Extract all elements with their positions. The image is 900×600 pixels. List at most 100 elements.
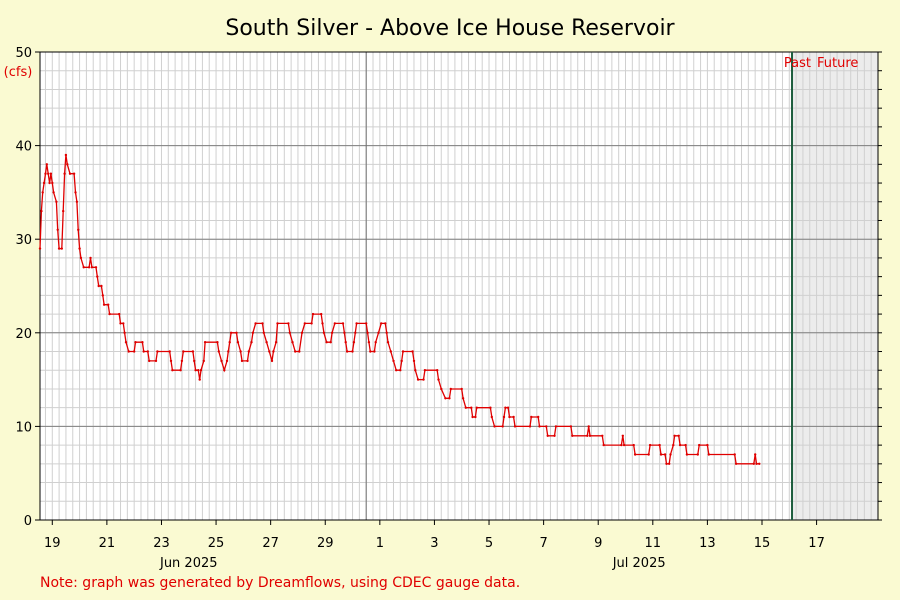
data-point <box>169 359 173 363</box>
x-tick-label: 17 <box>808 536 825 551</box>
data-point <box>216 341 219 344</box>
data-point <box>63 172 66 175</box>
data-point <box>148 359 151 363</box>
data-point <box>658 443 661 447</box>
data-point <box>436 369 439 372</box>
data-point <box>225 359 229 363</box>
chart-title: South Silver - Above Ice House Reservoir <box>225 16 675 41</box>
data-point <box>60 247 63 250</box>
data-point <box>262 331 265 334</box>
data-point <box>601 434 604 437</box>
data-point <box>367 341 371 344</box>
data-point <box>528 425 532 428</box>
data-point <box>198 378 201 381</box>
x-tick-label: 19 <box>44 536 61 551</box>
data-point <box>247 350 250 353</box>
data-point <box>171 369 174 372</box>
data-point <box>203 341 207 344</box>
data-point <box>344 341 347 344</box>
data-point <box>352 341 356 344</box>
data-point <box>377 331 380 334</box>
data-point <box>647 453 650 456</box>
data-point <box>633 453 637 456</box>
data-point <box>632 443 635 447</box>
data-point <box>373 350 376 353</box>
data-point <box>223 369 226 372</box>
data-point <box>386 341 390 344</box>
data-point <box>44 172 47 175</box>
x-tick-label: 7 <box>539 536 547 551</box>
data-point <box>345 350 349 353</box>
data-point <box>40 209 43 213</box>
data-point <box>672 443 675 447</box>
data-point <box>471 415 474 419</box>
data-point <box>668 462 671 465</box>
data-point <box>268 350 271 353</box>
data-point <box>182 350 185 353</box>
data-point <box>734 462 738 465</box>
data-point <box>461 397 465 400</box>
data-point <box>733 453 736 456</box>
data-point <box>133 350 136 353</box>
data-point <box>395 369 398 372</box>
x-tick-label: 23 <box>153 536 170 551</box>
data-point <box>490 415 493 419</box>
data-point <box>156 350 159 353</box>
data-point <box>665 462 668 465</box>
x-tick-label: 25 <box>208 536 225 551</box>
data-point <box>146 350 149 353</box>
data-point <box>440 387 443 391</box>
data-point <box>239 350 242 353</box>
data-point <box>45 163 48 166</box>
data-point <box>57 247 61 250</box>
data-point <box>512 415 515 419</box>
data-point <box>191 350 195 353</box>
data-point <box>437 378 440 381</box>
data-point <box>228 341 231 344</box>
x-month-label: Jun 2025 <box>159 556 218 571</box>
data-point <box>553 434 556 437</box>
data-point <box>696 453 699 456</box>
data-point <box>300 331 304 334</box>
y-tick-label: 30 <box>15 233 32 248</box>
data-point <box>51 181 54 185</box>
data-point <box>401 350 405 353</box>
future-region <box>792 52 878 520</box>
data-point <box>202 359 205 363</box>
data-point <box>154 359 158 363</box>
data-point <box>77 228 80 231</box>
x-tick-label: 5 <box>485 536 493 551</box>
data-point <box>355 322 358 325</box>
data-point <box>502 415 506 419</box>
data-point <box>134 341 137 344</box>
data-point <box>142 350 145 353</box>
data-point <box>47 172 50 175</box>
data-point <box>66 163 69 166</box>
data-point <box>333 322 336 325</box>
data-point <box>90 266 94 269</box>
data-point <box>449 387 452 391</box>
data-point <box>648 443 652 447</box>
data-point <box>380 322 383 325</box>
data-point <box>412 359 416 363</box>
data-point <box>602 443 605 447</box>
data-point <box>265 341 268 344</box>
data-point <box>622 443 626 447</box>
data-point <box>102 303 106 306</box>
data-point <box>254 322 257 325</box>
data-point <box>294 350 297 353</box>
data-point <box>474 415 477 419</box>
data-point <box>124 341 128 344</box>
data-point <box>276 322 279 325</box>
data-point <box>663 453 667 456</box>
data-point <box>684 443 687 447</box>
x-tick-label: 21 <box>99 536 116 551</box>
data-point <box>475 406 478 409</box>
data-point <box>220 359 223 363</box>
data-point <box>107 303 110 306</box>
data-point <box>72 172 76 175</box>
data-point <box>100 284 103 288</box>
data-point <box>197 369 200 372</box>
data-point <box>586 434 589 437</box>
plot-border <box>39 51 879 521</box>
